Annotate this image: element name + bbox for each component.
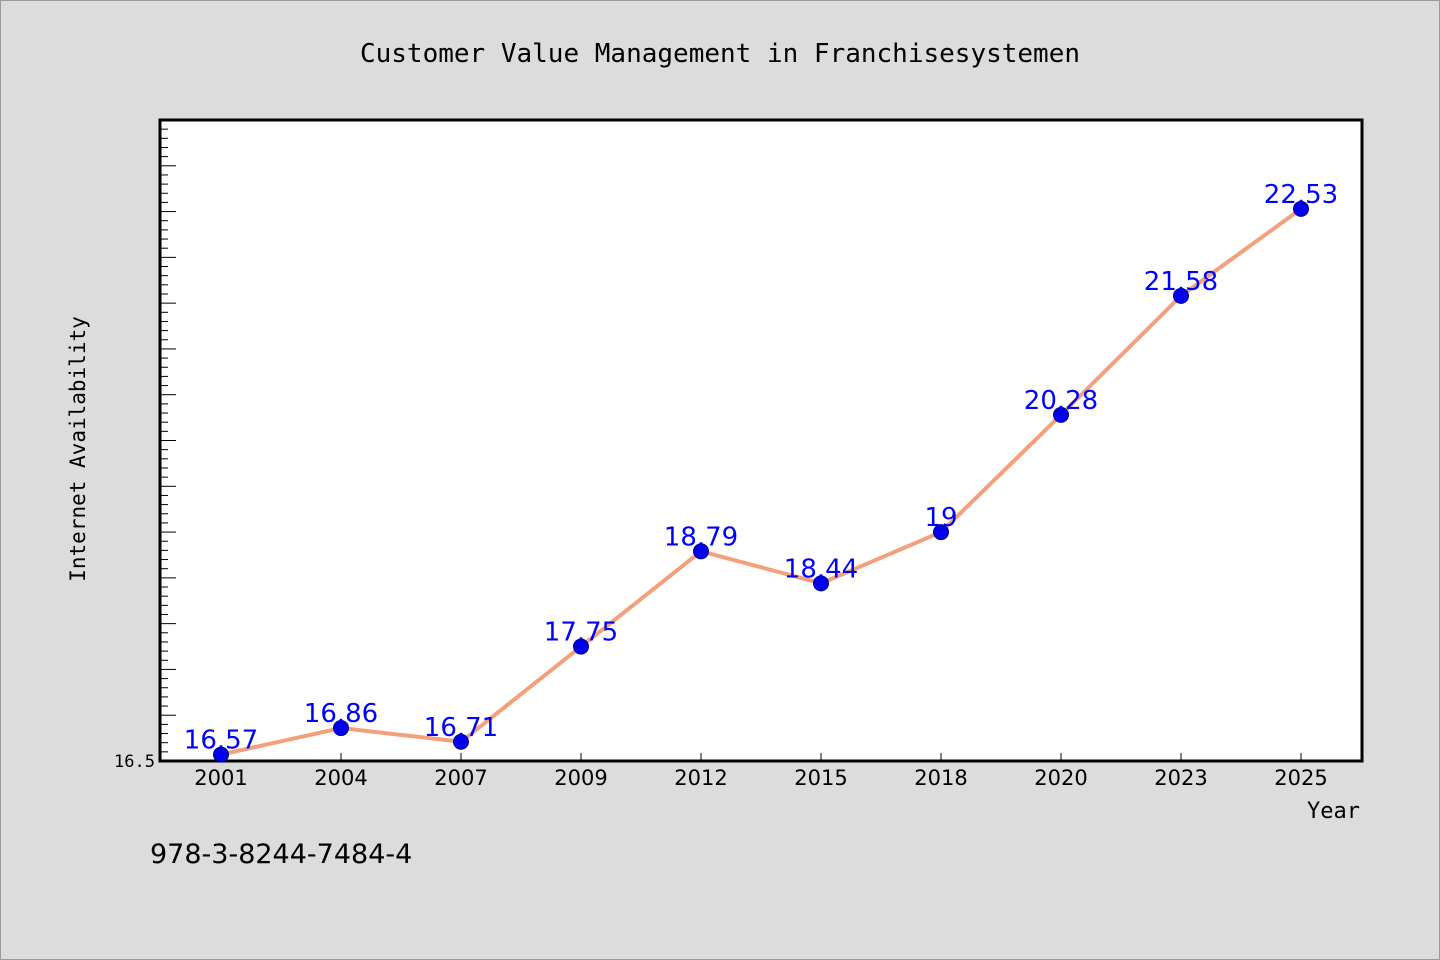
chart-title: Customer Value Management in Franchisesy…: [360, 39, 1080, 69]
data-point-marker: [1293, 200, 1309, 217]
x-axis-title: Year: [1307, 799, 1360, 824]
data-point-marker: [333, 720, 349, 737]
data-point-marker: [1173, 287, 1189, 304]
x-tick-label: 2001: [194, 766, 247, 790]
series-line-layer: [219, 206, 1303, 757]
data-label-layer: 16.57 16.86 16.71 17.75 18.79 18.44 19 20.28 21.…: [184, 180, 1338, 756]
data-point-marker: [453, 733, 469, 750]
y-tick-label: 16.5: [114, 752, 155, 772]
data-label: 16.86: [304, 699, 378, 729]
data-label: 21.58: [1144, 267, 1218, 297]
data-label: 19: [924, 503, 957, 533]
x-tick-label: 2020: [1034, 766, 1087, 790]
plot-area: [158, 118, 1364, 763]
x-tick-label: 2018: [914, 766, 967, 790]
y-axis-title: Internet Availability: [66, 316, 90, 582]
y-axis-ticks: 16.5: [114, 128, 176, 772]
data-point-marker: [213, 746, 229, 763]
data-label: 17.75: [544, 618, 618, 648]
data-label: 16.57: [184, 726, 258, 756]
x-tick-label: 2023: [1154, 766, 1207, 790]
data-point-marker: [933, 524, 949, 541]
x-axis-ticks: 2001 2004 2007 2009 2012 2015 2018 2020 2023 2025: [194, 753, 1328, 790]
x-tick-label: 2025: [1274, 766, 1327, 790]
data-point-marker: [573, 638, 589, 655]
data-point-marker: [813, 575, 829, 592]
x-tick-label: 2012: [674, 766, 727, 790]
marker-layer: [213, 200, 1309, 763]
isbn-annotation: 978-3-8244-7484-4: [150, 839, 412, 870]
x-tick-label: 2004: [314, 766, 367, 790]
data-point-marker: [693, 543, 709, 560]
data-label: 18.79: [664, 522, 738, 552]
x-tick-label: 2007: [434, 766, 487, 790]
data-label: 20.28: [1024, 386, 1098, 416]
x-tick-label: 2009: [554, 766, 607, 790]
data-label: 22.53: [1264, 180, 1338, 210]
x-tick-label: 2015: [794, 766, 847, 790]
data-label: 18.44: [784, 554, 858, 584]
data-label: 16.71: [424, 713, 498, 743]
series-line: [219, 206, 1303, 757]
data-point-marker: [1053, 406, 1069, 423]
